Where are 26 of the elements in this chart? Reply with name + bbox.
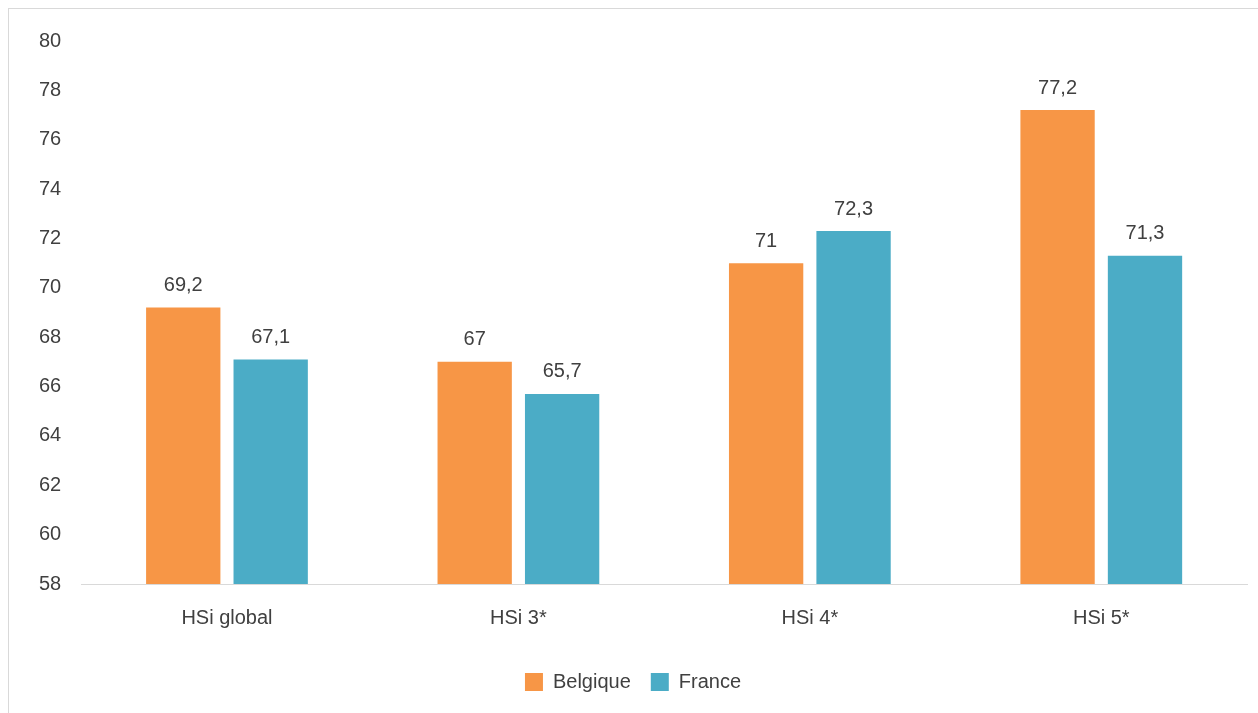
y-tick-label: 68 bbox=[39, 324, 62, 347]
x-tick-label: HSi 5* bbox=[1072, 605, 1130, 628]
y-tick-label: 80 bbox=[39, 28, 62, 51]
data-label: 67 bbox=[463, 327, 486, 350]
y-tick-label: 64 bbox=[39, 423, 62, 446]
data-label: 65,7 bbox=[542, 359, 582, 382]
y-tick-label: 72 bbox=[39, 225, 62, 248]
x-tick-label: HSi 4* bbox=[781, 605, 839, 628]
y-tick-label: 76 bbox=[39, 127, 62, 150]
data-label: 71,3 bbox=[1125, 221, 1165, 244]
data-label: 67,1 bbox=[251, 324, 291, 347]
data-label: 69,2 bbox=[163, 273, 203, 296]
y-tick-label: 74 bbox=[39, 176, 62, 199]
y-tick-label: 78 bbox=[39, 77, 62, 100]
y-tick-label: 58 bbox=[39, 571, 62, 594]
x-tick-label: HSi global bbox=[181, 605, 273, 628]
legend-label: Belgique bbox=[552, 669, 631, 692]
data-label: 71 bbox=[755, 228, 778, 251]
data-label: 77,2 bbox=[1038, 75, 1078, 98]
x-tick-label: HSi 3* bbox=[490, 605, 547, 628]
data-label: 72,3 bbox=[834, 196, 874, 219]
y-tick-label: 70 bbox=[39, 275, 62, 298]
y-tick-label: 60 bbox=[39, 522, 62, 545]
legend-label: France bbox=[678, 669, 742, 692]
y-tick-label: 62 bbox=[39, 472, 62, 495]
y-tick-label: 66 bbox=[39, 374, 62, 397]
